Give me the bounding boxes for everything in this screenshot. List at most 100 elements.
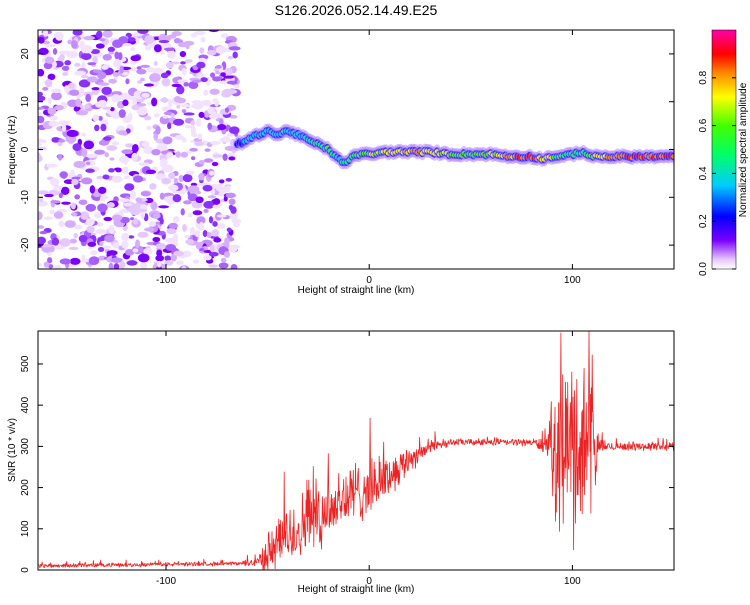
noise-blob bbox=[203, 158, 214, 163]
noise-blob bbox=[132, 248, 139, 253]
noise-blob bbox=[135, 208, 148, 213]
noise-blob bbox=[57, 154, 63, 161]
noise-blob bbox=[192, 259, 200, 264]
noise-blob bbox=[97, 71, 107, 80]
noise-blob bbox=[46, 163, 58, 168]
noise-blob bbox=[196, 61, 206, 69]
snr-xtick-label: -100 bbox=[156, 576, 176, 587]
noise-blob bbox=[54, 104, 64, 111]
noise-blob bbox=[48, 264, 54, 269]
noise-blob bbox=[124, 183, 135, 191]
noise-blob bbox=[44, 56, 55, 64]
noise-blob bbox=[60, 186, 70, 196]
noise-blob bbox=[229, 126, 240, 135]
noise-blob bbox=[229, 114, 238, 119]
ridge-markers bbox=[233, 123, 674, 170]
noise-blob bbox=[130, 217, 135, 221]
noise-blob bbox=[184, 124, 195, 129]
noise-blob bbox=[176, 97, 187, 104]
noise-blob bbox=[38, 153, 42, 162]
noise-blob bbox=[230, 264, 238, 269]
noise-blob bbox=[111, 214, 123, 222]
noise-blob bbox=[213, 237, 222, 243]
noise-blob bbox=[43, 261, 50, 268]
noise-blob bbox=[168, 184, 179, 192]
noise-blob bbox=[112, 72, 120, 77]
noise-blob bbox=[183, 200, 192, 205]
colorbar-ticks: 0.0 0.2 0.4 0.6 0.8 bbox=[698, 70, 736, 276]
noise-blob bbox=[97, 246, 105, 253]
noise-blob bbox=[194, 141, 205, 147]
noise-blob bbox=[48, 120, 59, 127]
noise-blob bbox=[98, 139, 110, 146]
colorbar: 0.0 0.2 0.4 0.6 0.8 Normalized spectral ampl… bbox=[698, 29, 749, 276]
noise-blob bbox=[180, 208, 185, 216]
noise-blob bbox=[225, 185, 231, 193]
noise-blob bbox=[161, 78, 171, 87]
noise-blob bbox=[136, 66, 142, 70]
noise-blob bbox=[207, 49, 217, 56]
noise-blob bbox=[144, 115, 152, 121]
noise-blob bbox=[93, 212, 102, 219]
noise-blob bbox=[218, 262, 229, 269]
noise-blob bbox=[206, 232, 212, 238]
noise-blob bbox=[59, 238, 71, 247]
noise-blob bbox=[106, 250, 118, 256]
noise-blob bbox=[118, 155, 130, 164]
noise-blob bbox=[80, 211, 90, 220]
noise-blob bbox=[125, 248, 135, 256]
noise-blob bbox=[148, 221, 157, 227]
spectrogram-ytick-label: -10 bbox=[20, 190, 31, 205]
noise-blob bbox=[38, 36, 45, 44]
noise-blob bbox=[72, 143, 82, 152]
noise-blob bbox=[167, 200, 174, 205]
noise-blob bbox=[38, 115, 45, 124]
noise-blob bbox=[133, 175, 144, 183]
noise-blob bbox=[44, 43, 56, 48]
noise-blob bbox=[43, 62, 53, 70]
noise-blob bbox=[179, 50, 187, 58]
noise-blob bbox=[98, 115, 103, 121]
noise-blob bbox=[99, 99, 107, 107]
noise-blob bbox=[226, 80, 238, 85]
noise-blob bbox=[208, 30, 220, 33]
snr-xlabel: Height of straight line (km) bbox=[298, 584, 415, 595]
noise-blob bbox=[160, 158, 168, 166]
noise-blob bbox=[71, 40, 78, 49]
noise-blob bbox=[137, 253, 150, 263]
noise-blob bbox=[49, 115, 58, 121]
noise-blob bbox=[119, 65, 124, 74]
noise-blob bbox=[38, 111, 42, 117]
noise-blob bbox=[108, 78, 117, 84]
noise-blob bbox=[207, 195, 217, 199]
noise-blob bbox=[91, 87, 100, 91]
noise-blob bbox=[101, 86, 112, 95]
snr-xtick-label: 0 bbox=[366, 576, 372, 587]
noise-blob bbox=[203, 89, 209, 96]
noise-blob bbox=[171, 83, 182, 88]
noise-blob bbox=[233, 221, 240, 228]
noise-blob bbox=[143, 146, 154, 155]
snr-ytick-label: 300 bbox=[20, 438, 31, 455]
noise-blob bbox=[104, 234, 115, 243]
noise-blob bbox=[187, 193, 198, 202]
noise-blob bbox=[212, 198, 221, 205]
noise-blob bbox=[182, 223, 187, 232]
noise-blob bbox=[224, 67, 233, 76]
noise-blob bbox=[185, 43, 190, 50]
noise-blob bbox=[138, 162, 150, 167]
noise-blob bbox=[146, 125, 152, 131]
noise-blob bbox=[80, 177, 93, 185]
noise-blob bbox=[111, 141, 120, 146]
snr-xtick-label: 100 bbox=[564, 576, 581, 587]
noise-blob bbox=[155, 254, 165, 262]
noise-blob bbox=[38, 236, 46, 245]
noise-blob bbox=[84, 104, 91, 109]
noise-blob bbox=[232, 51, 238, 59]
noise-blob bbox=[193, 30, 206, 36]
noise-blob bbox=[181, 266, 187, 269]
noise-blob bbox=[94, 149, 106, 155]
noise-blob bbox=[207, 122, 213, 131]
noise-blob bbox=[47, 73, 56, 81]
